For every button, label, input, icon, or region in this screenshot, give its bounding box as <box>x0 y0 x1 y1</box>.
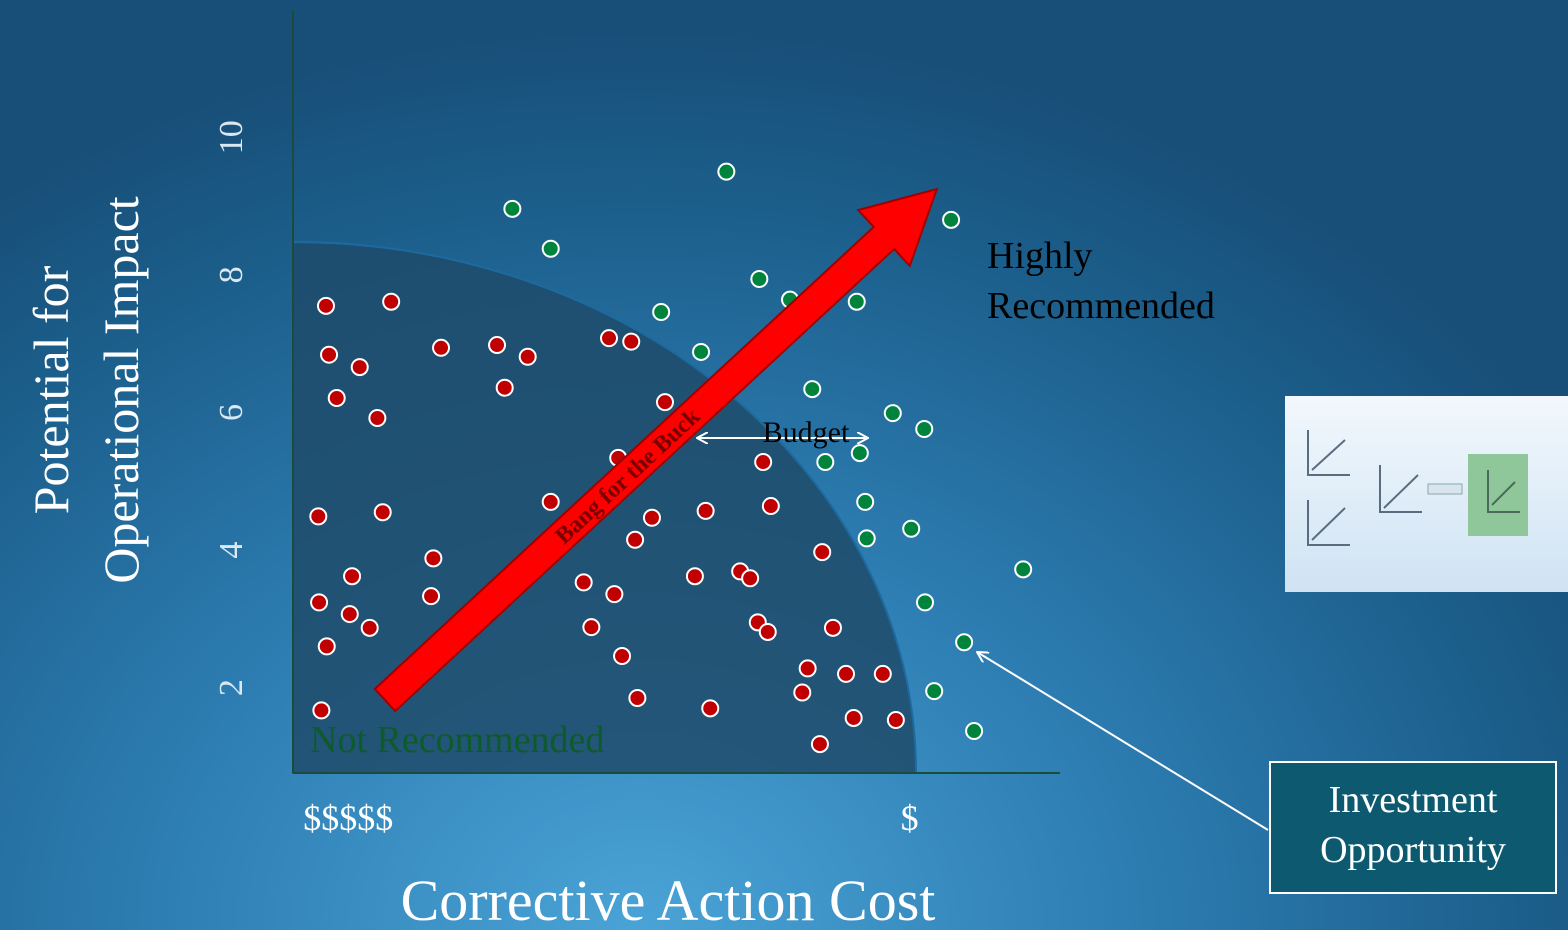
point <box>838 666 854 682</box>
y-tick-label: 6 <box>213 404 250 421</box>
point <box>313 702 329 718</box>
point <box>926 683 942 699</box>
point <box>369 410 385 426</box>
point <box>742 570 758 586</box>
point <box>751 271 767 287</box>
point <box>852 445 868 461</box>
callout-label: Investment <box>1329 779 1498 821</box>
point <box>497 380 513 396</box>
point <box>800 660 816 676</box>
point <box>687 568 703 584</box>
point <box>755 454 771 470</box>
point <box>846 710 862 726</box>
point <box>966 723 982 739</box>
x-tick-label: $$$$$ <box>303 798 393 838</box>
point <box>489 337 505 353</box>
budget-label: Budget <box>763 416 850 449</box>
point <box>859 530 875 546</box>
point <box>311 594 327 610</box>
point <box>543 494 559 510</box>
inset-image <box>1285 396 1568 592</box>
point <box>543 241 559 257</box>
y-tick-label: 10 <box>213 120 250 154</box>
point <box>849 294 865 310</box>
point <box>433 340 449 356</box>
point <box>329 390 345 406</box>
point <box>629 690 645 706</box>
point <box>903 521 919 537</box>
point <box>943 212 959 228</box>
point <box>885 405 901 421</box>
point <box>698 503 714 519</box>
point <box>693 344 709 360</box>
point <box>1015 561 1031 577</box>
point <box>702 700 718 716</box>
point <box>342 606 358 622</box>
point <box>763 498 779 514</box>
not-recommended-label: Not Recommended <box>310 719 604 761</box>
point <box>504 201 520 217</box>
y-tick-label: 2 <box>213 679 250 696</box>
point <box>917 594 933 610</box>
page: Not Recommended Highly Recommended Corre… <box>0 0 1568 930</box>
point <box>718 164 734 180</box>
point <box>606 586 622 602</box>
y-tick-label: 8 <box>213 266 250 283</box>
callout-line <box>977 652 1268 830</box>
point <box>425 550 441 566</box>
y-tick-label: 4 <box>213 542 250 559</box>
point <box>310 508 326 524</box>
point <box>814 544 830 560</box>
point <box>627 532 643 548</box>
x-tick-label: $ <box>901 798 919 838</box>
y-axis-label: Operational Impact <box>93 196 149 583</box>
point <box>804 381 820 397</box>
point <box>916 421 932 437</box>
x-axis-label: Corrective Action Cost <box>401 868 936 930</box>
y-axis-label: Potential for <box>23 265 79 514</box>
point <box>825 620 841 636</box>
point <box>318 298 334 314</box>
highly-label: Highly <box>987 235 1093 277</box>
point <box>319 638 335 654</box>
point <box>653 304 669 320</box>
point <box>321 347 337 363</box>
point <box>583 619 599 635</box>
point <box>601 330 617 346</box>
point <box>817 454 833 470</box>
point <box>362 620 378 636</box>
chart: Not Recommended Highly Recommended Corre… <box>0 0 1568 930</box>
point <box>576 574 592 590</box>
point <box>794 685 810 701</box>
point <box>760 624 776 640</box>
inset-arrow <box>1428 484 1462 494</box>
point <box>644 510 660 526</box>
point <box>614 648 630 664</box>
point <box>383 294 399 310</box>
point <box>623 334 639 350</box>
point <box>657 394 673 410</box>
point <box>857 494 873 510</box>
callout-label: Opportunity <box>1320 829 1506 871</box>
point <box>812 736 828 752</box>
point <box>344 568 360 584</box>
point <box>375 504 391 520</box>
highly-label: Recommended <box>987 285 1215 327</box>
point <box>352 359 368 375</box>
point <box>956 634 972 650</box>
point <box>520 349 536 365</box>
point <box>875 666 891 682</box>
point <box>888 712 904 728</box>
inset-green <box>1468 454 1528 536</box>
point <box>423 588 439 604</box>
